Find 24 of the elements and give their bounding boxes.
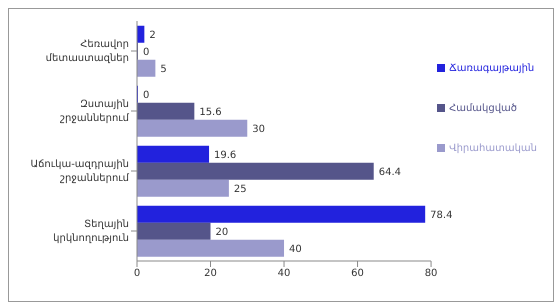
data-label: 0 — [143, 90, 150, 101]
data-label: 64.4 — [378, 166, 401, 178]
data-label: 2 — [149, 30, 156, 41]
x-tick-label: 60 — [351, 268, 364, 280]
data-label: 30 — [252, 124, 266, 135]
data-label: 25 — [234, 184, 247, 195]
data-label: 40 — [289, 244, 302, 255]
y-tick-label: Տեղային կրկնողություն — [53, 219, 129, 244]
data-label: 0 — [143, 46, 150, 58]
y-tick-label: Զստային շրջաններում — [60, 99, 130, 124]
x-tick-label: 20 — [204, 268, 217, 280]
x-tick-label: 40 — [278, 268, 290, 280]
data-label: 20 — [216, 226, 228, 238]
legend-label: Վիրահատական — [449, 143, 537, 154]
legend-label: Համակցված — [449, 103, 518, 114]
y-tick-label: Հեռավոր մետաստազներ — [46, 39, 129, 64]
data-label: 15.6 — [199, 106, 222, 118]
legend-label: Ճառագայթային — [449, 63, 534, 74]
x-tick-label: 0 — [134, 268, 140, 280]
data-label: 5 — [160, 64, 167, 75]
y-tick-label: Աճուկա-ազդրային շրջաններում — [30, 159, 130, 184]
data-label: 19.6 — [214, 150, 236, 161]
x-tick-label: 80 — [424, 268, 438, 280]
data-label: 78.4 — [430, 210, 452, 221]
